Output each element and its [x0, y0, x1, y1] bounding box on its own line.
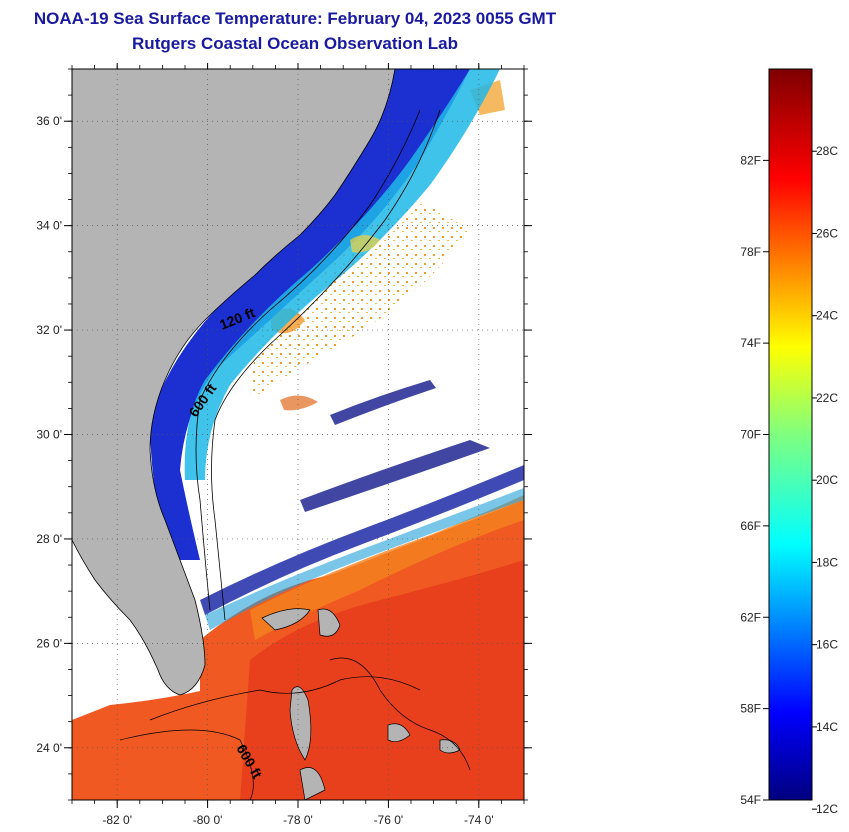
colorbar-f-label: 74F — [740, 336, 761, 350]
contour-120ft — [195, 109, 421, 611]
lon-tick-label: -74 0' — [464, 813, 494, 827]
colorbar-c-label: 28C — [816, 144, 838, 158]
colorbar-f-label: 62F — [740, 610, 761, 624]
contour-600ft — [211, 109, 441, 621]
colorbar-c-label: 14C — [816, 720, 838, 734]
map-subtitle: Rutgers Coastal Ocean Observation Lab — [132, 34, 458, 53]
colorbar-c-label: 20C — [816, 473, 838, 487]
lon-tick-label: -82 0' — [102, 813, 132, 827]
lon-tick-label: -76 0' — [374, 813, 404, 827]
colorbar-f-label: 58F — [740, 702, 761, 716]
lat-tick-label: 26 0' — [36, 636, 62, 650]
map-title: NOAA-19 Sea Surface Temperature: Februar… — [33, 9, 557, 28]
colorbar-f-label: 78F — [740, 245, 761, 259]
lat-tick-label: 36 0' — [36, 114, 62, 128]
colorbar-f-label: 70F — [740, 428, 761, 442]
colorbar — [768, 68, 813, 801]
colorbar-c-label: 18C — [816, 555, 838, 569]
lat-tick-label: 34 0' — [36, 219, 62, 233]
lon-tick-label: -80 0' — [193, 813, 223, 827]
lat-tick-label: 24 0' — [36, 741, 62, 755]
colorbar-ticks: 82F 78F 74F 70F 66F 62F 58F 54F 28C 26C 24C 22C 20C 1… — [740, 144, 838, 816]
lat-tick-label: 28 0' — [36, 532, 62, 546]
colorbar-c-label: 24C — [816, 309, 838, 323]
colorbar-f-label: 66F — [740, 519, 761, 533]
map-axes: -82 0' -80 0' -78 0' -76 0' -74 0' 36 0' 34 0'… — [36, 63, 532, 827]
map-grid — [72, 69, 524, 800]
colorbar-c-label: 12C — [816, 802, 838, 816]
colorbar-c-label: 22C — [816, 391, 838, 405]
colorbar-f-label: 82F — [740, 153, 761, 167]
lat-tick-label: 30 0' — [36, 428, 62, 442]
lat-tick-label: 32 0' — [36, 323, 62, 337]
colorbar-f-label: 54F — [740, 793, 761, 807]
colorbar-c-label: 26C — [816, 226, 838, 240]
lon-tick-label: -78 0' — [283, 813, 313, 827]
colorbar-c-label: 16C — [816, 638, 838, 652]
